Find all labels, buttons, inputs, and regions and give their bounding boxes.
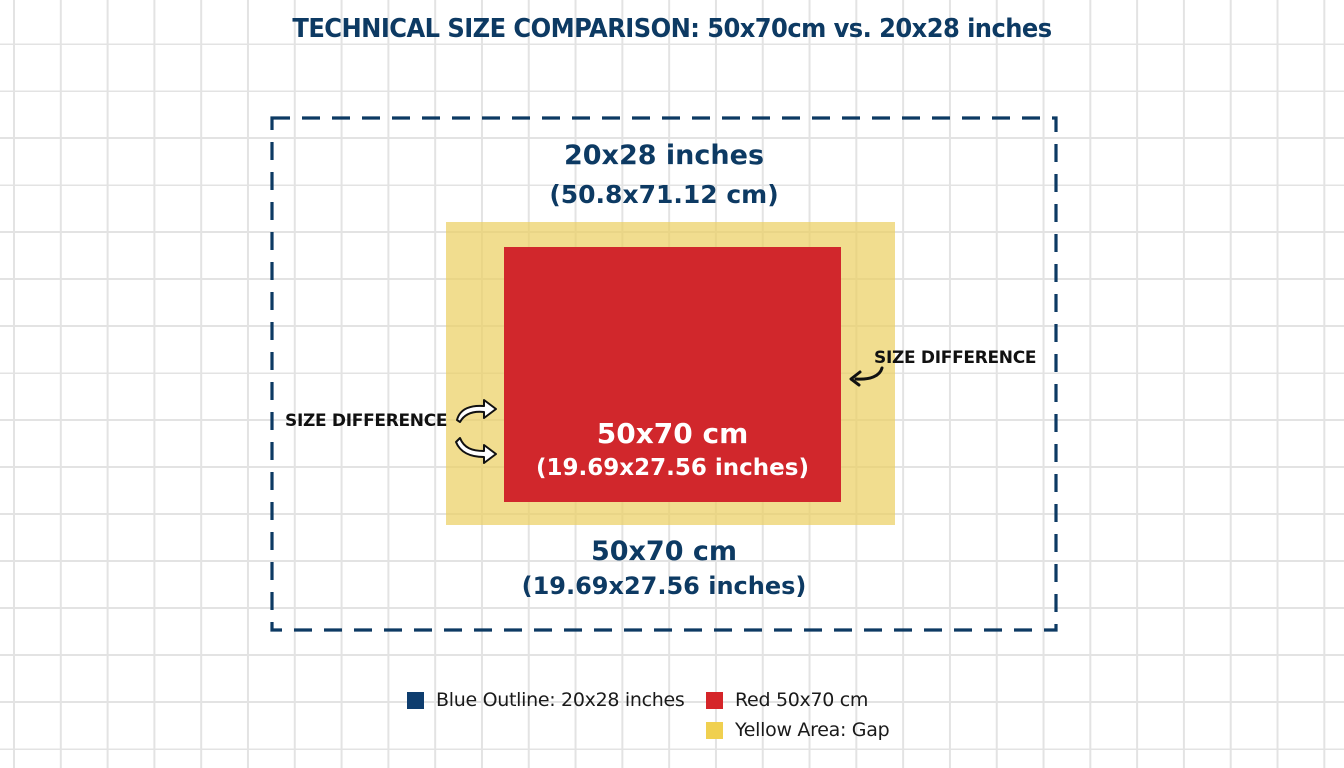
legend-label: Red 50x70 cm [735,689,869,711]
size-difference-label-right: SIZE DIFFERENCE [874,348,1037,368]
legend-item-blue-outline: Blue Outline: 20x28 inches [407,689,685,711]
legend-swatch-blue [407,691,424,709]
legend-swatch-yellow [706,721,723,739]
legend-label: Blue Outline: 20x28 inches [436,689,685,711]
curved-arrow-right-icon [455,437,497,464]
outer-size-label: 20x28 inches [563,140,765,171]
outer-size-metric-label: (50.8x71.12 cm) [549,180,779,209]
legend-swatch-red [706,691,723,709]
curved-arrow-left-icon [849,366,884,387]
curved-arrow-right-icon [456,399,497,423]
inner-size-label: 50x70 cm [596,417,749,450]
legend-item-yellow: Yellow Area: Gap [706,719,890,741]
bottom-size-label: 50x70 cm [590,536,738,567]
outer-dashed-outline [270,116,1058,632]
bottom-size-imperial-label: (19.69x27.56 inches) [521,572,807,600]
legend-label: Yellow Area: Gap [735,719,890,741]
inner-red-box [504,247,841,502]
legend-item-red: Red 50x70 cm [706,689,868,711]
diagram-title: TECHNICAL SIZE COMPARISON: 50x70cm vs. 2… [292,14,1052,44]
size-difference-label-left: SIZE DIFFERENCE [285,411,448,431]
inner-size-imperial-label: (19.69x27.56 inches) [536,455,809,481]
